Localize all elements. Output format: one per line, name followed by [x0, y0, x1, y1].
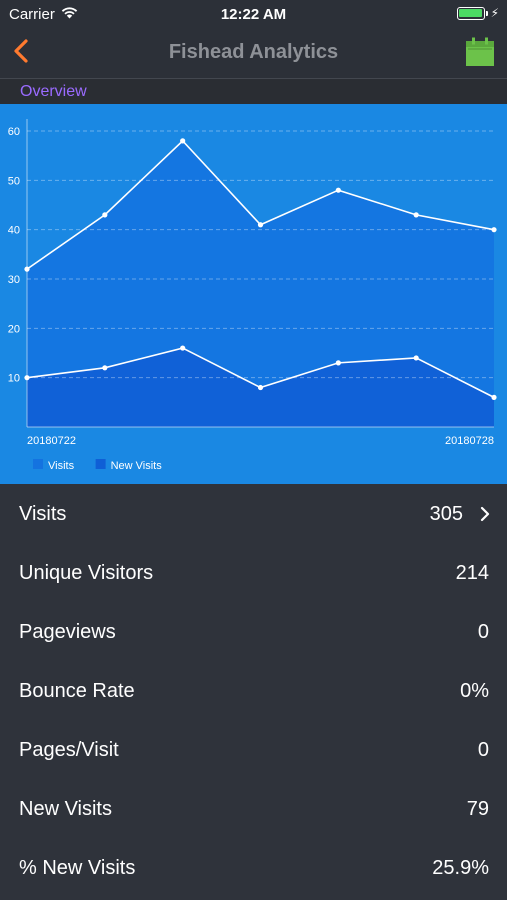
metric-label: New Visits — [19, 798, 112, 820]
metric-row-new-visits: New Visits 79 — [0, 780, 507, 839]
metric-row-pageviews: Pageviews 0 — [0, 603, 507, 662]
y-tick-label: 50 — [8, 175, 20, 187]
point-visits — [335, 187, 341, 193]
metric-row-bounce-rate: Bounce Rate 0% — [0, 662, 507, 721]
chevron-left-icon — [14, 39, 28, 63]
charging-bolt-icon: ⚡︎ — [490, 6, 499, 20]
page-title: Fishead Analytics — [168, 41, 339, 63]
navigation-bar: Fishead Analytics — [0, 28, 507, 79]
point-new-visits — [102, 365, 108, 371]
point-new-visits — [180, 345, 186, 351]
wifi-icon — [61, 6, 78, 23]
metric-label: Bounce Rate — [19, 680, 135, 702]
status-time: 12:22 AM — [220, 6, 287, 23]
metric-label: Unique Visitors — [19, 562, 154, 584]
point-new-visits — [335, 360, 341, 366]
battery-icon — [456, 6, 485, 20]
metric-value: 305 — [429, 503, 463, 525]
metric-label: % New Visits — [19, 857, 136, 879]
point-new-visits — [413, 355, 419, 361]
battery-cap — [485, 10, 488, 16]
point-new-visits — [491, 394, 497, 400]
point-visits — [180, 138, 186, 144]
metric-value: 0 — [477, 621, 489, 643]
metric-row-pages-visit: Pages/Visit 0 — [0, 721, 507, 780]
y-tick-label: 30 — [8, 274, 20, 286]
metric-label: Pageviews — [19, 621, 116, 643]
metrics-list: Visits 305 Unique Visitors 214 Pageviews 0 Bou… — [0, 485, 507, 898]
carrier-label: Carrier — [9, 6, 55, 23]
x-tick-label: 20180722 — [27, 435, 76, 447]
metric-value: 0 — [477, 739, 489, 761]
metric-value: 0% — [460, 680, 489, 702]
overview-chart: 10 20 30 40 50 60 20180722 20180728 Visits New Vi… — [8, 119, 497, 472]
chart-panel: 10 20 30 40 50 60 20180722 20180728 Visits New Vi… — [0, 104, 507, 484]
metric-value: 79 — [466, 798, 489, 820]
metric-row-unique-visitors: Unique Visitors 214 — [0, 544, 507, 603]
point-visits — [257, 222, 264, 228]
status-left: Carrier — [9, 6, 78, 23]
calendar-icon — [466, 37, 494, 66]
back-button[interactable] — [8, 36, 42, 70]
point-visits — [413, 212, 419, 218]
legend-swatch — [95, 459, 106, 469]
metric-value: 214 — [455, 562, 489, 584]
y-tick-label: 20 — [8, 323, 20, 335]
area-visits — [27, 140, 494, 427]
legend-label: Visits — [48, 460, 75, 472]
status-bar: Carrier 12:22 AM ⚡︎ — [0, 0, 507, 28]
metric-label: Visits — [19, 503, 67, 525]
metric-value: 25.9% — [432, 857, 489, 879]
section-header: Overview — [0, 79, 507, 104]
y-tick-label: 40 — [8, 225, 20, 237]
x-tick-label: 20180728 — [445, 435, 494, 447]
metric-row-percent-new-visits: % New Visits 25.9% — [0, 839, 507, 898]
status-right: ⚡︎ — [456, 6, 499, 20]
legend-label: New Visits — [111, 460, 163, 472]
metric-label: Pages/Visit — [19, 739, 119, 761]
legend-swatch — [33, 459, 43, 469]
point-new-visits — [24, 375, 30, 381]
section-title: Overview — [20, 83, 87, 100]
calendar-button[interactable] — [465, 37, 495, 67]
y-tick-label: 10 — [8, 373, 20, 385]
metric-row-visits[interactable]: Visits 305 — [0, 485, 507, 544]
point-visits — [102, 212, 108, 218]
chevron-right-icon — [480, 506, 490, 522]
y-tick-label: 60 — [8, 126, 20, 138]
point-new-visits — [257, 384, 264, 391]
point-visits — [491, 227, 497, 233]
point-visits — [24, 266, 30, 272]
